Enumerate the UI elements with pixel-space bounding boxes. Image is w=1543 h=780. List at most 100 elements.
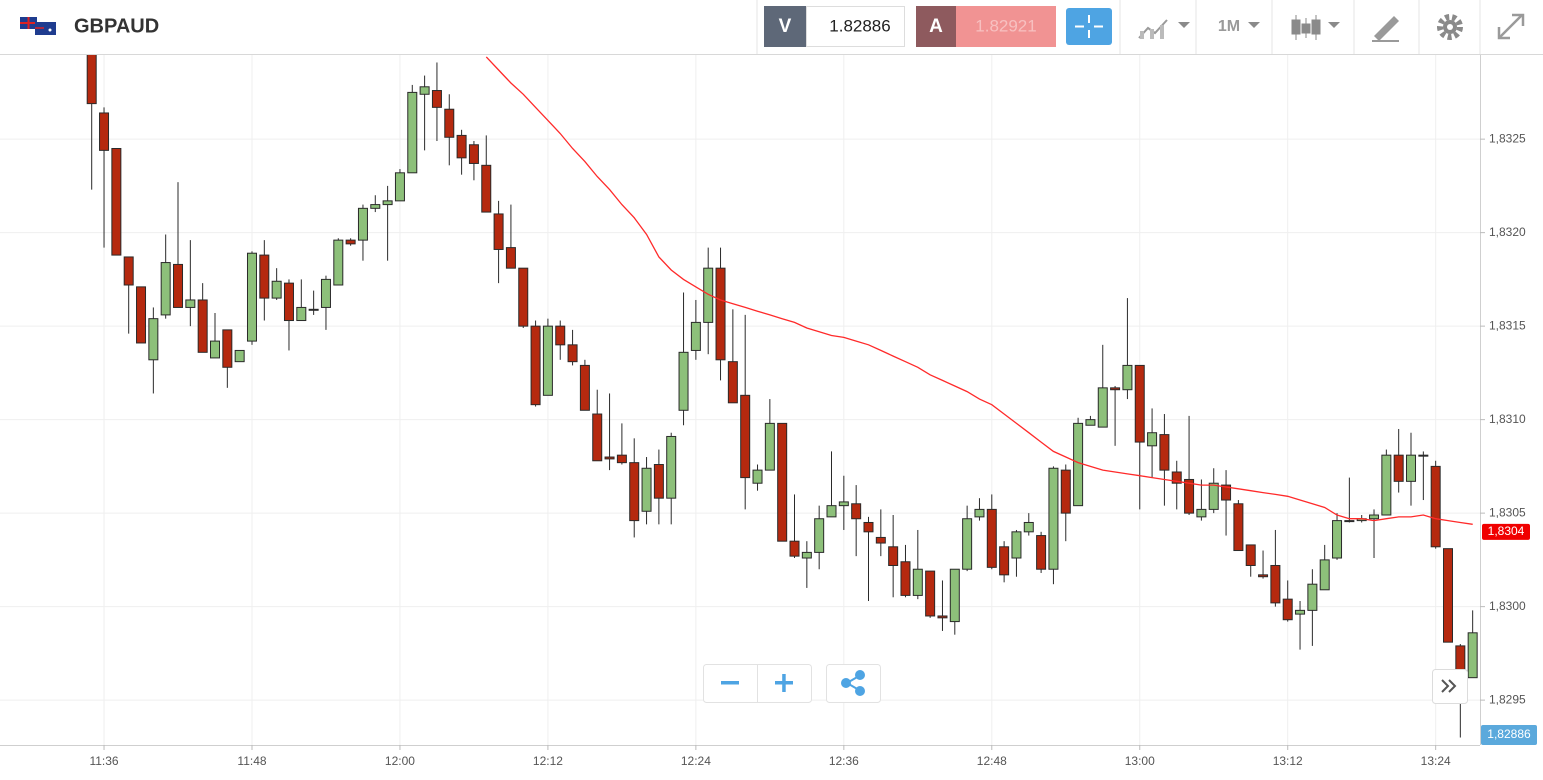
symbol: GBPAUD [74, 15, 159, 37]
x-tick-label: 11:36 [89, 754, 118, 768]
grid [0, 55, 1480, 745]
candle-body [1258, 574, 1269, 578]
candle-body [777, 422, 788, 542]
candle-body [1159, 434, 1170, 471]
candle-body [1406, 454, 1417, 482]
candle-body [1381, 454, 1392, 516]
candle-body [222, 329, 233, 368]
candle-body [382, 200, 393, 206]
share-button[interactable] [841, 670, 865, 696]
price-badge-label: 1,82886 [1487, 727, 1531, 741]
candle-body [604, 456, 615, 460]
scroll-latest-button[interactable] [1432, 669, 1468, 704]
candle-body [234, 349, 245, 363]
candle-body [1048, 467, 1059, 570]
candle-body [937, 615, 948, 619]
zoom-controls [703, 664, 1468, 704]
candle-body [1011, 531, 1022, 559]
candle-body [505, 247, 516, 269]
moving-average-line [485, 56, 1473, 525]
candle-body [1430, 465, 1441, 548]
chart-type-button[interactable] [1138, 19, 1190, 39]
candle-body [1171, 471, 1182, 484]
candle-body [173, 263, 184, 308]
buy-price: 1.82921 [975, 16, 1036, 35]
candle-body [160, 262, 171, 316]
candle-body [99, 112, 110, 151]
settings-button[interactable] [1437, 14, 1463, 40]
zoom-out[interactable] [721, 681, 739, 685]
candle-body [1196, 508, 1207, 518]
candle-body [1060, 469, 1071, 514]
ma-badge [1482, 523, 1530, 540]
crosshair-icon [1075, 15, 1103, 38]
timeframe[interactable]: 1M [1218, 18, 1240, 35]
candle-body [419, 86, 430, 95]
candle-body [1221, 484, 1232, 501]
candle-body [863, 521, 874, 533]
candle-body [530, 325, 541, 406]
candle-style-button[interactable] [1291, 15, 1340, 40]
candle-body [136, 286, 147, 344]
candle-body [764, 422, 775, 471]
crosshair-button[interactable] [1066, 8, 1112, 45]
candle-body [900, 561, 911, 596]
candle-body [838, 501, 849, 507]
candle-body [357, 207, 368, 241]
candle-body [974, 508, 985, 518]
candle-body [1455, 645, 1466, 673]
x-tick-label: 12:48 [977, 754, 1007, 768]
candle-body [678, 351, 689, 411]
candle-body [1073, 422, 1084, 507]
x-tick-label: 13:12 [1273, 754, 1303, 768]
candle-body [210, 340, 220, 359]
x-tick-label: 12:00 [385, 754, 415, 768]
candle-body [296, 306, 307, 322]
candle-body [1443, 548, 1453, 643]
candle-body [1332, 520, 1343, 559]
sell-price-box[interactable] [806, 6, 905, 47]
candle-body [1467, 632, 1478, 679]
candle-body [1134, 364, 1145, 443]
candle-body [1319, 559, 1330, 591]
candle-body [271, 280, 282, 299]
candle-body [370, 204, 381, 209]
ma-badge-label: 1,8304 [1488, 524, 1525, 538]
y-tick-label: 1,8320 [1489, 225, 1526, 239]
candle-body [1036, 535, 1047, 570]
y-tick-label: 1,8310 [1489, 412, 1526, 426]
candle-body [431, 90, 442, 108]
buy-button[interactable] [916, 6, 956, 47]
candle-body [1344, 520, 1355, 523]
candle-body [875, 536, 886, 544]
sell-button[interactable] [764, 6, 806, 47]
axes: 1,8295 1,8300 1,8305 1,8310 1,8315 1,8320 1,83… [0, 55, 1537, 768]
separators [756, 0, 1481, 54]
sell-price: 1.82886 [829, 16, 890, 35]
zoom-in[interactable] [775, 674, 793, 692]
y-tick-label: 1,8295 [1489, 692, 1526, 706]
buy-label: A [929, 16, 943, 37]
candle-body [666, 435, 677, 499]
candle-body [1245, 544, 1256, 566]
flag-icon [20, 17, 56, 35]
candle-body [727, 361, 738, 404]
fullscreen-button[interactable] [1497, 13, 1525, 40]
x-tick-label: 11:48 [237, 754, 266, 768]
candle-body [542, 325, 553, 396]
candle-body [1282, 598, 1293, 621]
candle-body [789, 540, 800, 557]
y-tick-label: 1,8305 [1489, 505, 1526, 519]
candle-body [801, 551, 812, 559]
candle-body [444, 108, 455, 138]
buy-price-box[interactable] [956, 6, 1056, 47]
candle-body [1233, 503, 1244, 552]
x-tick-label: 12:24 [681, 754, 711, 768]
candle-body [148, 318, 159, 361]
drawing-tool-button[interactable] [1372, 16, 1399, 42]
candle-body [111, 147, 122, 256]
candle-body [555, 325, 566, 346]
candle-body [1208, 482, 1219, 510]
